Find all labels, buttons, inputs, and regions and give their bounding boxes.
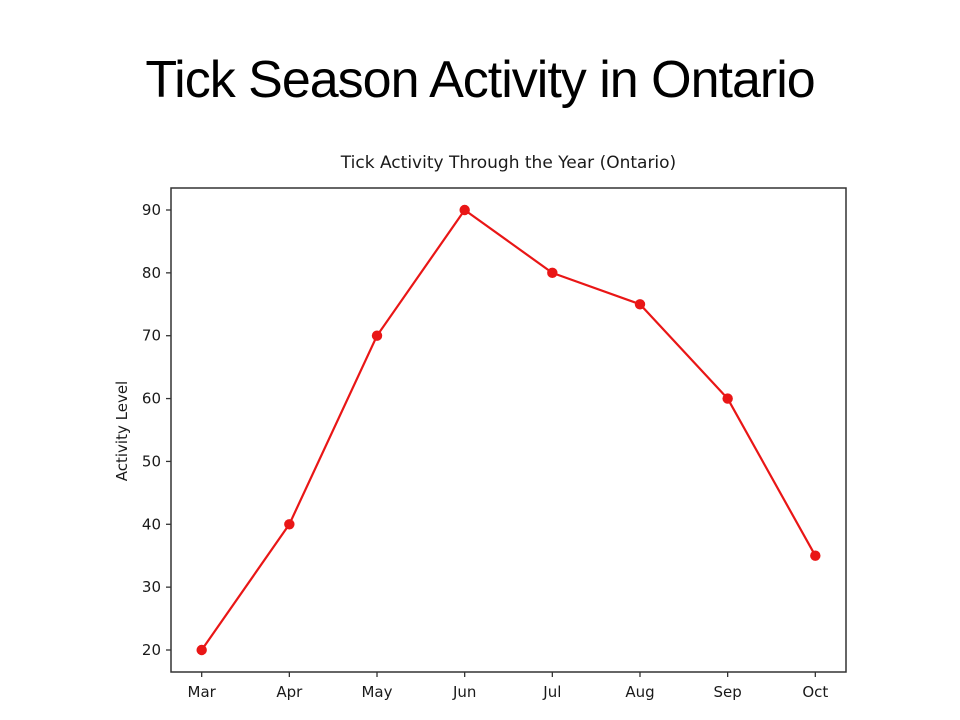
x-tick-label: Aug (625, 683, 654, 701)
data-point-jul (547, 267, 558, 279)
y-tick-label: 70 (142, 327, 161, 345)
y-tick-label: 30 (142, 578, 161, 596)
y-tick-label: 20 (142, 641, 161, 659)
chart-title: Tick Activity Through the Year (Ontario) (340, 153, 677, 173)
y-tick-label: 40 (142, 515, 161, 533)
data-point-jun (459, 204, 470, 216)
y-tick-label: 50 (142, 452, 161, 470)
y-tick-label: 90 (142, 201, 161, 219)
x-tick-label: Mar (188, 683, 217, 701)
y-tick-label: 60 (142, 390, 161, 408)
x-tick-label: Sep (714, 683, 742, 701)
x-tick-label: May (361, 683, 392, 701)
data-point-apr (284, 519, 295, 530)
x-tick-label: Apr (276, 683, 303, 701)
data-point-may (371, 330, 383, 341)
line-series (200, 208, 817, 651)
data-point-oct (810, 550, 821, 561)
x-tick-label: Oct (802, 683, 828, 701)
y-tick-label: 80 (142, 264, 161, 282)
data-point-sep (722, 393, 733, 404)
data-point-aug (634, 299, 646, 310)
x-tick-label: Jun (452, 683, 476, 701)
slide-title: Tick Season Activity in Ontario (145, 51, 815, 109)
x-tick-label: Jul (542, 683, 561, 701)
plot-frame (170, 187, 847, 673)
data-point-mar (196, 644, 207, 656)
